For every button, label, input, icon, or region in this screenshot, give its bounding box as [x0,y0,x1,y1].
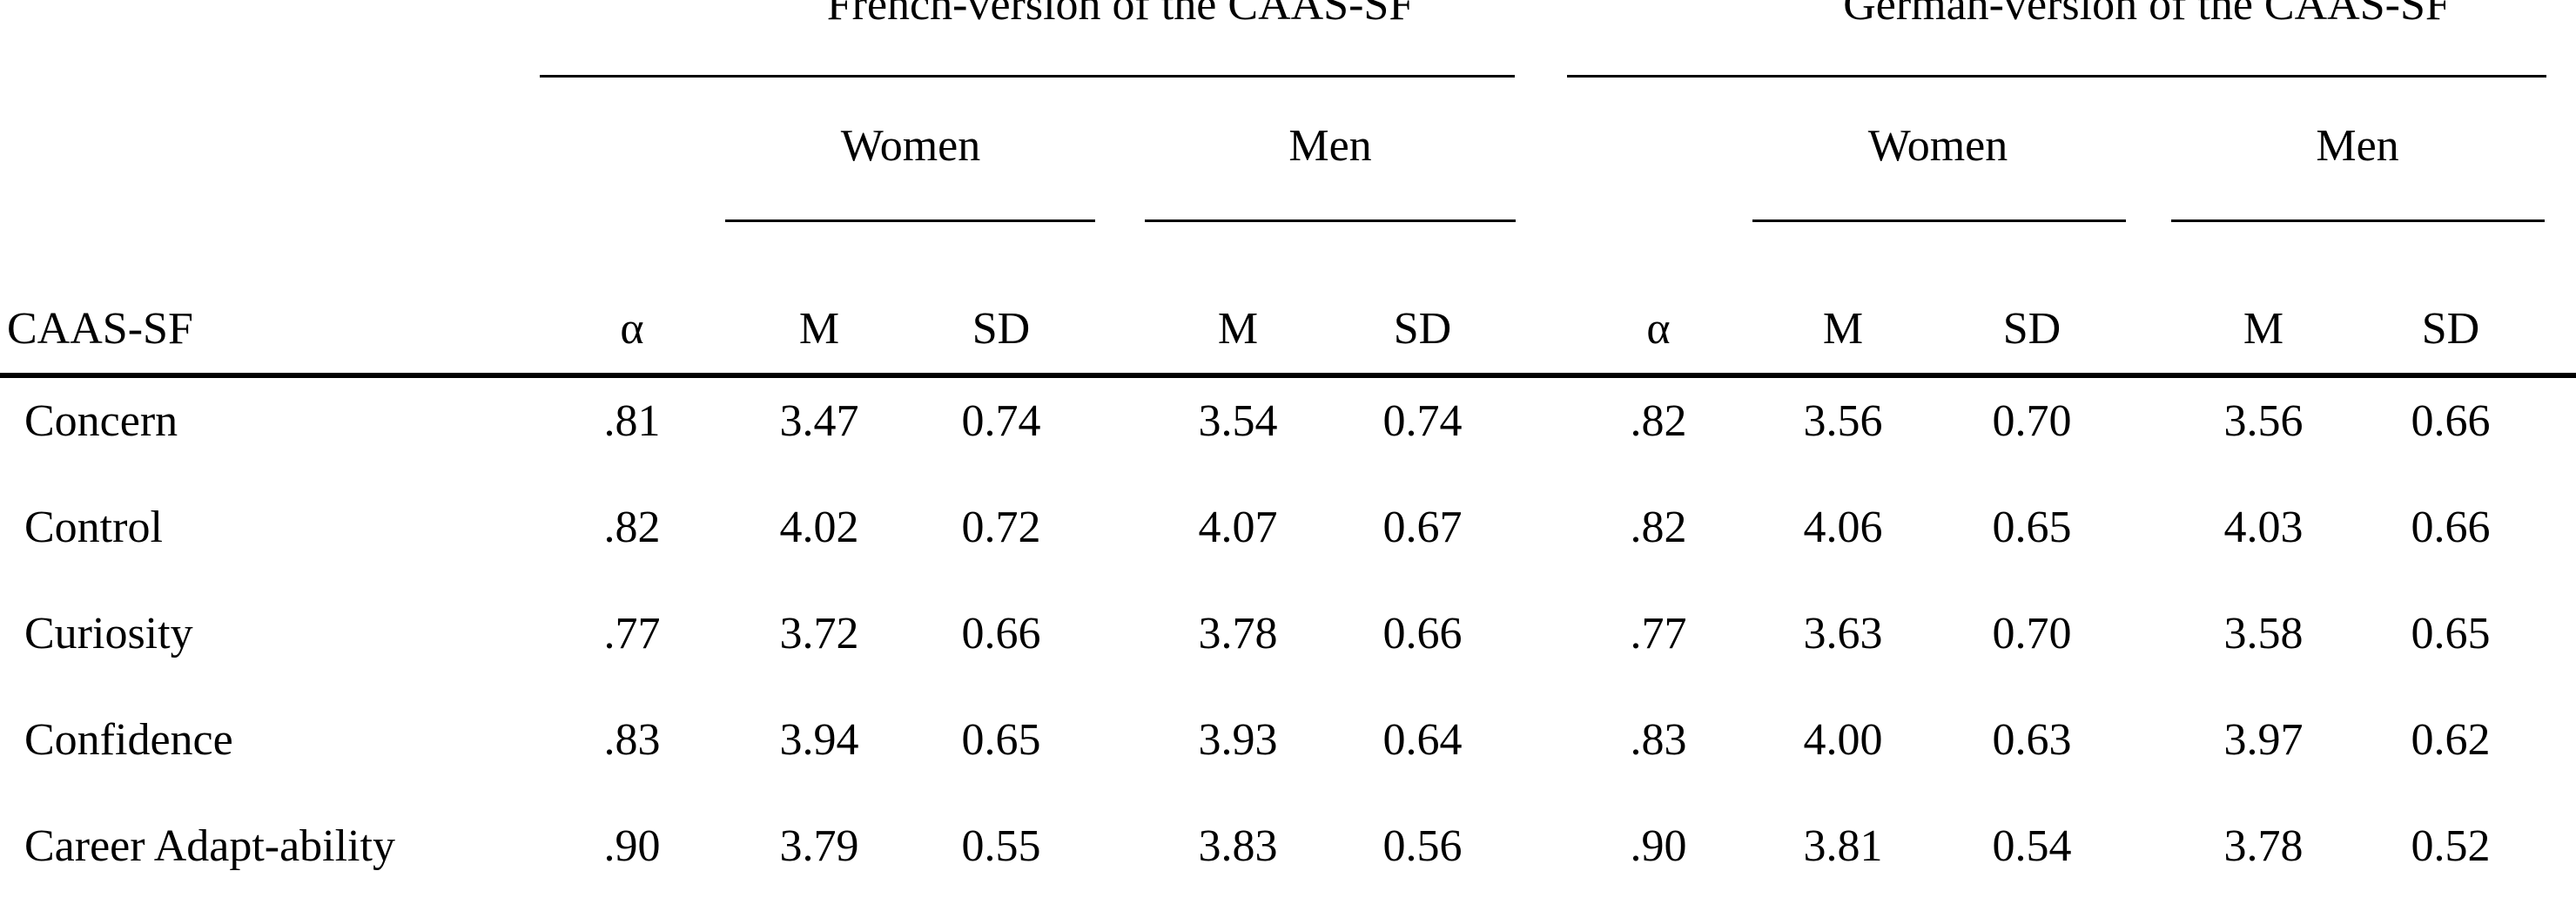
table-row: Control .82 4.02 0.72 4.07 0.67 .82 4.06… [0,505,2576,550]
row-label: Confidence [24,715,233,765]
table-cell: 0.74 [1382,396,1463,446]
table-row: Curiosity .77 3.72 0.66 3.78 0.66 .77 3.… [0,611,2576,657]
table-cell: 0.66 [2411,396,2491,446]
group-label-french-women: Women [840,121,981,171]
table-cell: 3.81 [1803,821,1883,871]
table-cell: 0.56 [1382,821,1463,871]
table-cell: .81 [603,396,661,446]
table-cell: .77 [603,609,661,658]
table-cell: 3.58 [2223,609,2304,658]
german-version-spanner-title: German-version of the CAAS-SF [1843,0,2451,30]
column-header-row: CAAS-SF α M SD M SD α M SD M SD [0,307,2576,352]
german-spanner-rule [1567,75,2546,78]
col-header-alpha-french: α [620,304,644,354]
group-label-german-men: Men [2316,121,2399,171]
col-header-sd-french-men: SD [1393,304,1452,354]
table-cell: 4.02 [779,503,859,552]
row-label: Career Adapt-ability [24,821,395,871]
table-cell: 3.97 [2223,715,2304,765]
table-cell: 4.00 [1803,715,1883,765]
table-cell: 3.56 [2223,396,2304,446]
table-row: Confidence .83 3.94 0.65 3.93 0.64 .83 4… [0,718,2576,763]
table-cell: .77 [1630,609,1687,658]
row-label: Curiosity [24,609,193,658]
col-header-sd-german-women: SD [2002,304,2061,354]
table-cell: .82 [1630,396,1687,446]
table-cell: 3.79 [779,821,859,871]
table-cell: .90 [603,821,661,871]
table-cell: 4.07 [1198,503,1278,552]
french-spanner-rule [540,75,1515,78]
row-label: Concern [24,396,178,446]
table-cell: 0.54 [1992,821,2072,871]
col-header-stub: CAAS-SF [7,304,193,354]
french-women-underline-rule [725,219,1095,222]
table-cell: 0.70 [1992,609,2072,658]
french-version-spanner-title: French-version of the CAAS-SF [826,0,1415,30]
table-cell: 0.62 [2411,715,2491,765]
table-cell: 3.93 [1198,715,1278,765]
table-row: Concern .81 3.47 0.74 3.54 0.74 .82 3.56… [0,399,2576,444]
table-cell: 3.78 [1198,609,1278,658]
table-cell: .90 [1630,821,1687,871]
col-header-mean-german-women: M [1822,304,1864,354]
french-men-underline-rule [1145,219,1516,222]
table-cell: 3.78 [2223,821,2304,871]
table-cell: 0.72 [961,503,1041,552]
table-cell: 0.66 [1382,609,1463,658]
col-header-mean-french-women: M [798,304,840,354]
table-cell: 0.64 [1382,715,1463,765]
table-cell: 0.74 [961,396,1041,446]
table-cell: .82 [603,503,661,552]
table-cell: .83 [1630,715,1687,765]
table-cell: .82 [1630,503,1687,552]
table-cell: 0.65 [1992,503,2072,552]
table-cell: 0.66 [2411,503,2491,552]
table-cell: 3.47 [779,396,859,446]
table-cell: 3.54 [1198,396,1278,446]
table-cell: 0.52 [2411,821,2491,871]
col-header-mean-french-men: M [1217,304,1259,354]
table-cell: 0.67 [1382,503,1463,552]
table-cell: 0.63 [1992,715,2072,765]
col-header-sd-french-women: SD [972,304,1031,354]
group-label-german-women: Women [1867,121,2008,171]
row-label: Control [24,503,163,552]
table-cell: 0.65 [2411,609,2491,658]
table-cell: 3.83 [1198,821,1278,871]
table-cell: 4.06 [1803,503,1883,552]
col-header-alpha-german: α [1646,304,1671,354]
header-divider-rule [0,373,2576,378]
german-women-underline-rule [1752,219,2126,222]
table-cell: 3.72 [779,609,859,658]
table-cell: 0.70 [1992,396,2072,446]
table-row: Career Adapt-ability .90 3.79 0.55 3.83 … [0,824,2576,869]
col-header-sd-german-men: SD [2421,304,2480,354]
table-cell: 0.66 [961,609,1041,658]
table-cell: 0.65 [961,715,1041,765]
german-men-underline-rule [2171,219,2545,222]
table-cell: 0.55 [961,821,1041,871]
table-cell: 3.63 [1803,609,1883,658]
table-cell: 3.94 [779,715,859,765]
group-label-french-men: Men [1288,121,1372,171]
col-header-mean-german-men: M [2243,304,2284,354]
table-cell: 3.56 [1803,396,1883,446]
table-cell: 4.03 [2223,503,2304,552]
table-cell: .83 [603,715,661,765]
